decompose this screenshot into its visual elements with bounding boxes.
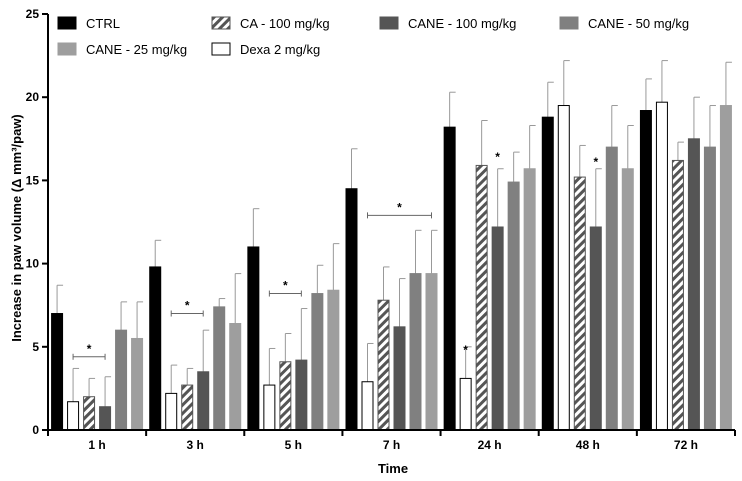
legend-swatch — [559, 16, 579, 30]
bar-cane-25-mg-kg-3h — [229, 323, 242, 431]
bar-dexa-2-mg-kg-5h — [263, 384, 276, 431]
bar-ca-100-mg-kg-48h — [573, 176, 586, 431]
y-tick-label: 5 — [32, 340, 39, 354]
significance-star: * — [283, 279, 288, 293]
bar-cane-50-mg-kg-5h — [311, 293, 324, 431]
y-tick-label: 10 — [26, 257, 40, 271]
significance-star: * — [87, 342, 92, 356]
y-tick-label: 0 — [32, 423, 39, 437]
y-tick-label: 25 — [26, 7, 40, 21]
x-tick-label: 48 h — [576, 438, 600, 452]
bar-cane-25-mg-kg-72h — [719, 105, 732, 431]
legend-label: CA - 100 mg/kg — [240, 16, 330, 31]
bar-dexa-2-mg-kg-48h — [557, 105, 570, 431]
significance-star: * — [185, 299, 190, 313]
bar-cane-100-mg-kg-24h — [491, 226, 504, 431]
bar-ctrl-3h — [149, 266, 162, 431]
bar-ctrl-5h — [247, 246, 260, 431]
bar-cane-25-mg-kg-48h — [621, 168, 634, 431]
significance-star: * — [495, 150, 500, 164]
bar-ctrl-1h — [51, 313, 64, 431]
y-tick-label: 15 — [26, 173, 40, 187]
bar-cane-50-mg-kg-1h — [115, 329, 128, 431]
bars-layer — [51, 60, 732, 431]
bar-ctrl-24h — [443, 126, 456, 431]
x-axis-title: Time — [378, 461, 408, 476]
bar-cane-100-mg-kg-48h — [589, 226, 602, 431]
x-tick-label: 3 h — [187, 438, 204, 452]
bar-cane-25-mg-kg-5h — [327, 289, 340, 431]
x-tick-label: 1 h — [88, 438, 105, 452]
y-axis-title: Increase in paw volume (Δ mm³/paw) — [9, 114, 24, 342]
x-tick-label: 72 h — [674, 438, 698, 452]
bar-ca-100-mg-kg-72h — [671, 159, 684, 431]
legend-swatch — [211, 42, 231, 56]
x-tick-label: 24 h — [478, 438, 502, 452]
bar-ca-100-mg-kg-7h — [377, 299, 390, 431]
annotations-layer: * * * * * * * — [72, 150, 598, 360]
significance-star: * — [463, 343, 468, 357]
bar-ca-100-mg-kg-24h — [475, 164, 488, 431]
legend: CTRL CA - 100 mg/kg CANE - 100 mg/kg CANE -… — [57, 16, 689, 57]
bar-dexa-2-mg-kg-7h — [361, 381, 374, 431]
bar-cane-100-mg-kg-3h — [197, 371, 210, 431]
bar-cane-100-mg-kg-5h — [295, 359, 308, 431]
legend-swatch — [57, 16, 77, 30]
legend-label: CANE - 100 mg/kg — [408, 16, 516, 31]
bar-cane-50-mg-kg-3h — [213, 306, 226, 431]
bar-ca-100-mg-kg-3h — [181, 384, 194, 431]
bar-cane-25-mg-kg-1h — [131, 337, 144, 431]
bar-ca-100-mg-kg-5h — [279, 361, 292, 431]
x-tick-label: 7 h — [383, 438, 400, 452]
legend-label: CTRL — [86, 16, 120, 31]
bar-ca-100-mg-kg-1h — [83, 396, 96, 431]
legend-swatch — [57, 42, 77, 56]
bar-cane-50-mg-kg-72h — [703, 146, 716, 431]
bar-cane-25-mg-kg-7h — [425, 273, 438, 431]
bar-dexa-2-mg-kg-3h — [165, 392, 178, 431]
legend-label: CANE - 25 mg/kg — [86, 42, 187, 57]
bar-ctrl-48h — [541, 116, 554, 431]
bar-cane-50-mg-kg-48h — [605, 146, 618, 431]
axes: 0 5 10 15 20 25 1 h 3 h 5 h 7 h 24 h 48 h 72 h — [26, 7, 736, 452]
bar-dexa-2-mg-kg-72h — [655, 101, 668, 431]
legend-swatch — [211, 16, 231, 30]
bar-dexa-2-mg-kg-1h — [67, 401, 80, 431]
bar-cane-100-mg-kg-1h — [99, 406, 112, 431]
legend-swatch — [379, 16, 399, 30]
bar-cane-50-mg-kg-24h — [507, 181, 520, 431]
legend-label: CANE - 50 mg/kg — [588, 16, 689, 31]
x-tick-label: 5 h — [285, 438, 302, 452]
significance-star: * — [397, 200, 402, 214]
y-tick-label: 20 — [26, 90, 40, 104]
bar-cane-100-mg-kg-72h — [687, 138, 700, 431]
bar-dexa-2-mg-kg-24h — [459, 377, 472, 431]
legend-label: Dexa 2 mg/kg — [240, 42, 320, 57]
bar-ctrl-72h — [639, 110, 652, 431]
bar-cane-25-mg-kg-24h — [523, 168, 536, 431]
bar-cane-100-mg-kg-7h — [393, 326, 406, 431]
bar-ctrl-7h — [345, 188, 358, 431]
bar-cane-50-mg-kg-7h — [409, 273, 422, 431]
significance-star: * — [593, 155, 598, 169]
